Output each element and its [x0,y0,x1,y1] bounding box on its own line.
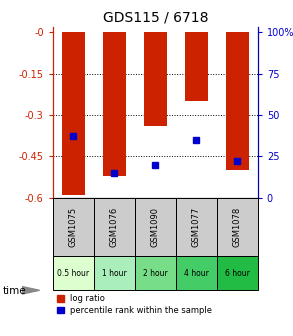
Bar [135,256,176,290]
Text: 4 hour: 4 hour [184,269,209,278]
Bar [62,32,84,195]
Legend: log ratio, percentile rank within the sample: log ratio, percentile rank within the sa… [57,294,212,315]
Text: GSM1076: GSM1076 [110,207,119,247]
Bar [226,32,248,170]
Text: GSM1077: GSM1077 [192,207,201,247]
Text: GSM1078: GSM1078 [233,207,242,247]
Bar [94,256,135,290]
Text: 1 hour: 1 hour [102,269,127,278]
Text: 2 hour: 2 hour [143,269,168,278]
Text: 0.5 hour: 0.5 hour [57,269,89,278]
Bar [53,256,94,290]
Text: GSM1090: GSM1090 [151,207,160,247]
Bar [185,32,207,101]
Text: time: time [3,286,27,296]
Bar [144,32,166,126]
Text: GSM1075: GSM1075 [69,207,78,247]
Text: 6 hour: 6 hour [225,269,250,278]
Bar [176,198,217,256]
Polygon shape [22,287,40,294]
Title: GDS115 / 6718: GDS115 / 6718 [103,10,208,24]
Bar [94,198,135,256]
Bar [103,32,125,176]
Bar [53,198,94,256]
Bar [217,198,258,256]
Bar [217,256,258,290]
Bar [135,198,176,256]
Bar [176,256,217,290]
